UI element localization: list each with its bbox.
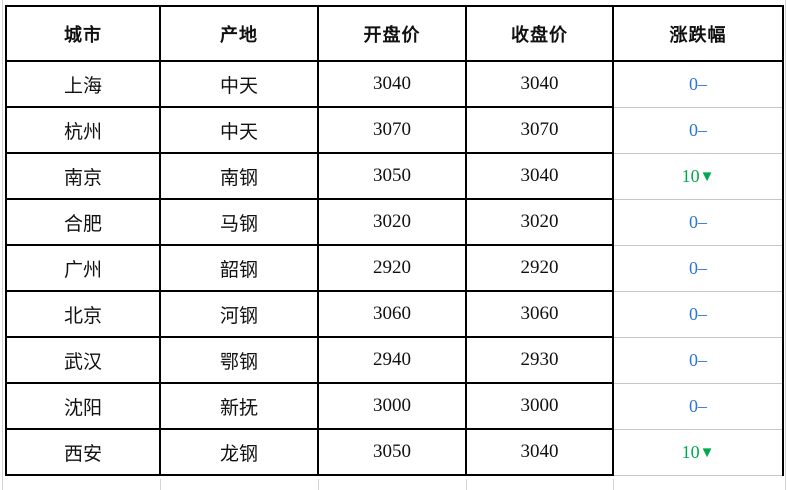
change-cell: 0– xyxy=(612,244,784,292)
city-cell: 杭州 xyxy=(5,106,161,154)
close-cell: 3060 xyxy=(465,290,614,338)
change-value: 0 xyxy=(689,211,698,232)
close-cell: 3040 xyxy=(465,152,614,200)
origin-cell: 新抚 xyxy=(159,382,319,430)
excel-gridline-right xyxy=(785,0,786,490)
change-value: 0 xyxy=(689,395,698,416)
change-cell: 0– xyxy=(612,198,784,246)
change-cell: 10▼ xyxy=(612,152,784,200)
city-cell: 广州 xyxy=(5,244,161,292)
table-row: 合肥 马钢 3020 3020 0– xyxy=(5,198,784,246)
excel-gridline-stub-1 xyxy=(160,479,161,490)
table-row: 南京 南钢 3050 3040 10▼ xyxy=(5,152,784,200)
close-cell: 2930 xyxy=(465,336,614,384)
origin-cell: 南钢 xyxy=(159,152,319,200)
column-header-open: 开盘价 xyxy=(317,5,467,62)
table-row: 武汉 鄂钢 2940 2930 0– xyxy=(5,336,784,384)
excel-gridline-stub-3 xyxy=(466,479,467,490)
flat-dash-icon: – xyxy=(698,303,707,324)
flat-dash-icon: – xyxy=(698,395,707,416)
change-value: 10 xyxy=(681,441,700,462)
table-row: 北京 河钢 3060 3060 0– xyxy=(5,290,784,338)
down-triangle-icon: ▼ xyxy=(699,444,715,461)
flat-dash-icon: – xyxy=(698,73,707,94)
change-cell: 0– xyxy=(612,382,784,430)
flat-dash-icon: – xyxy=(698,257,707,278)
flat-dash-icon: – xyxy=(698,119,707,140)
column-header-close: 收盘价 xyxy=(465,5,614,62)
change-value: 10 xyxy=(681,165,700,186)
origin-cell: 中天 xyxy=(159,106,319,154)
change-cell: 0– xyxy=(612,106,784,154)
open-cell: 3050 xyxy=(317,428,467,476)
city-cell: 武汉 xyxy=(5,336,161,384)
column-header-origin: 产地 xyxy=(159,5,319,62)
excel-gridline-stub-2 xyxy=(318,479,319,490)
change-value: 0 xyxy=(689,349,698,370)
change-cell: 0– xyxy=(612,60,784,108)
excel-gridline-stub-4 xyxy=(613,479,614,490)
origin-cell: 韶钢 xyxy=(159,244,319,292)
open-cell: 3000 xyxy=(317,382,467,430)
open-cell: 3070 xyxy=(317,106,467,154)
city-cell: 上海 xyxy=(5,60,161,108)
open-cell: 3040 xyxy=(317,60,467,108)
open-cell: 3020 xyxy=(317,198,467,246)
close-cell: 3070 xyxy=(465,106,614,154)
close-cell: 3000 xyxy=(465,382,614,430)
close-cell: 3040 xyxy=(465,60,614,108)
origin-cell: 鄂钢 xyxy=(159,336,319,384)
open-cell: 2940 xyxy=(317,336,467,384)
table-body: 上海 中天 3040 3040 0– 杭州 中天 3070 3070 0– 南京 南钢 3050 3040… xyxy=(5,60,784,476)
table-row: 沈阳 新抚 3000 3000 0– xyxy=(5,382,784,430)
city-cell: 北京 xyxy=(5,290,161,338)
origin-cell: 龙钢 xyxy=(159,428,319,476)
close-cell: 3040 xyxy=(465,428,614,476)
flat-dash-icon: – xyxy=(698,349,707,370)
open-cell: 2920 xyxy=(317,244,467,292)
header-row: 城市 产地 开盘价 收盘价 涨跌幅 xyxy=(5,5,784,62)
column-header-change: 涨跌幅 xyxy=(612,5,784,62)
table-row: 杭州 中天 3070 3070 0– xyxy=(5,106,784,154)
open-cell: 3050 xyxy=(317,152,467,200)
change-cell: 10▼ xyxy=(612,428,784,476)
close-cell: 2920 xyxy=(465,244,614,292)
change-value: 0 xyxy=(689,303,698,324)
origin-cell: 中天 xyxy=(159,60,319,108)
table-row: 广州 韶钢 2920 2920 0– xyxy=(5,244,784,292)
down-triangle-icon: ▼ xyxy=(699,168,715,185)
change-cell: 0– xyxy=(612,336,784,384)
city-cell: 西安 xyxy=(5,428,161,476)
origin-cell: 马钢 xyxy=(159,198,319,246)
steel-price-table: 城市 产地 开盘价 收盘价 涨跌幅 上海 中天 3040 3040 0– 杭州 中天 3070 3070… xyxy=(5,5,784,476)
excel-gridline-left xyxy=(2,0,3,490)
change-value: 0 xyxy=(689,73,698,94)
table-row: 西安 龙钢 3050 3040 10▼ xyxy=(5,428,784,476)
city-cell: 沈阳 xyxy=(5,382,161,430)
city-cell: 合肥 xyxy=(5,198,161,246)
change-cell: 0– xyxy=(612,290,784,338)
change-value: 0 xyxy=(689,257,698,278)
change-value: 0 xyxy=(689,119,698,140)
close-cell: 3020 xyxy=(465,198,614,246)
open-cell: 3060 xyxy=(317,290,467,338)
city-cell: 南京 xyxy=(5,152,161,200)
column-header-city: 城市 xyxy=(5,5,161,62)
table-row: 上海 中天 3040 3040 0– xyxy=(5,60,784,108)
origin-cell: 河钢 xyxy=(159,290,319,338)
flat-dash-icon: – xyxy=(698,211,707,232)
